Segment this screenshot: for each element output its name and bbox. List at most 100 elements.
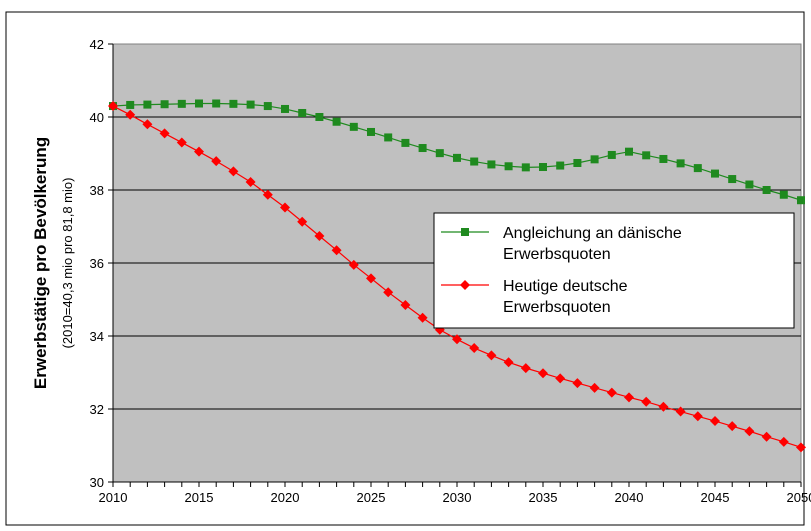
- y-tick-label: 34: [90, 329, 104, 344]
- data-point: [384, 133, 393, 142]
- legend-box: [433, 212, 795, 329]
- y-tick-label: 30: [90, 475, 104, 490]
- data-point: [297, 216, 308, 227]
- data-point: [159, 128, 170, 139]
- data-point: [263, 102, 272, 111]
- data-point: [281, 104, 289, 113]
- data-point: [383, 287, 394, 298]
- x-tick-label: 2025: [357, 490, 386, 505]
- x-tick-label: 2010: [99, 490, 128, 505]
- data-point: [453, 153, 461, 162]
- data-point: [761, 431, 772, 442]
- x-tick-label: 2035: [529, 490, 558, 505]
- legend-label: Erwerbsquoten: [503, 246, 611, 263]
- data-point: [590, 155, 599, 164]
- series-layer: [108, 99, 806, 453]
- y-tick-label: 36: [90, 256, 104, 271]
- data-point: [727, 421, 738, 432]
- data-point: [625, 147, 633, 156]
- data-point: [332, 117, 341, 126]
- data-point: [658, 401, 669, 412]
- data-point: [710, 416, 720, 427]
- data-point: [555, 373, 566, 384]
- legend-marker: [461, 228, 469, 236]
- y-axis-sublabel: (2010=40,3 mio pro 81,8 mio): [60, 178, 75, 349]
- data-point: [298, 108, 307, 117]
- data-point: [470, 157, 479, 166]
- data-point: [641, 396, 652, 407]
- x-tick-label: 2020: [271, 490, 300, 505]
- data-point: [452, 334, 462, 345]
- legend-entry-1: Angleichung an dänische Erwerbsquoten: [441, 225, 682, 263]
- legend-label: Heutige deutsche: [503, 278, 628, 295]
- data-point: [262, 189, 273, 200]
- data-point: [194, 146, 204, 157]
- data-point: [176, 137, 187, 148]
- data-point: [246, 100, 255, 109]
- data-point: [572, 378, 583, 389]
- data-point: [331, 245, 342, 256]
- data-point: [762, 186, 771, 194]
- x-tick-label: 2015: [185, 490, 214, 505]
- data-point: [573, 158, 582, 167]
- data-point: [659, 154, 668, 163]
- data-point: [435, 149, 444, 158]
- series-1: [109, 99, 805, 205]
- data-point: [108, 101, 118, 112]
- data-point: [675, 406, 686, 417]
- data-point: [692, 411, 703, 422]
- data-point: [779, 190, 788, 199]
- x-tick-label: 2050: [787, 490, 811, 505]
- data-point: [315, 113, 324, 121]
- data-point: [349, 122, 358, 131]
- data-point: [195, 99, 203, 108]
- data-point: [160, 100, 169, 109]
- data-point: [211, 156, 222, 167]
- data-point: [607, 150, 616, 159]
- data-point: [778, 436, 789, 447]
- data-point: [797, 196, 805, 205]
- axes: 30 32 34 36 38 40 42 2010 2015 2020 2025 2030 2035 20…: [90, 37, 811, 505]
- data-point: [520, 363, 531, 374]
- y-tick-label: 38: [90, 183, 104, 198]
- legend-label: Angleichung an dänische: [503, 225, 682, 242]
- data-point: [143, 100, 152, 109]
- data-point: [212, 99, 221, 108]
- data-point: [521, 163, 530, 172]
- x-tick-label: 2030: [443, 490, 472, 505]
- data-point: [556, 161, 565, 170]
- legend-marker: [460, 280, 470, 290]
- data-point: [745, 180, 754, 189]
- data-point: [642, 151, 651, 160]
- data-point: [503, 357, 514, 368]
- legend: Angleichung an dänische Erwerbsquoten Heut…: [433, 212, 795, 329]
- data-point: [366, 273, 376, 284]
- data-point: [744, 426, 755, 437]
- data-point: [418, 144, 427, 153]
- data-point: [314, 230, 325, 241]
- data-point: [228, 166, 239, 177]
- data-point: [280, 202, 290, 213]
- data-point: [417, 312, 428, 323]
- data-point: [348, 259, 359, 270]
- data-point: [539, 163, 547, 172]
- y-tick-label: 40: [90, 110, 104, 125]
- data-point: [125, 109, 136, 120]
- data-point: [676, 159, 685, 168]
- data-point: [589, 382, 600, 393]
- data-point: [486, 350, 497, 361]
- y-axis-label: Erwerbstätige pro Bevölkerung: [31, 137, 50, 389]
- data-point: [367, 127, 375, 136]
- data-point: [728, 175, 737, 184]
- x-tick-label: 2040: [615, 490, 644, 505]
- y-tick-label: 32: [90, 402, 104, 417]
- data-point: [711, 169, 719, 178]
- data-point: [400, 299, 411, 310]
- data-point: [504, 162, 513, 171]
- y-tick-label: 42: [90, 37, 104, 52]
- x-tick-label: 2045: [701, 490, 730, 505]
- legend-entry-2: Heutige deutsche Erwerbsquoten: [441, 278, 628, 316]
- data-point: [606, 387, 617, 398]
- data-point: [796, 442, 806, 453]
